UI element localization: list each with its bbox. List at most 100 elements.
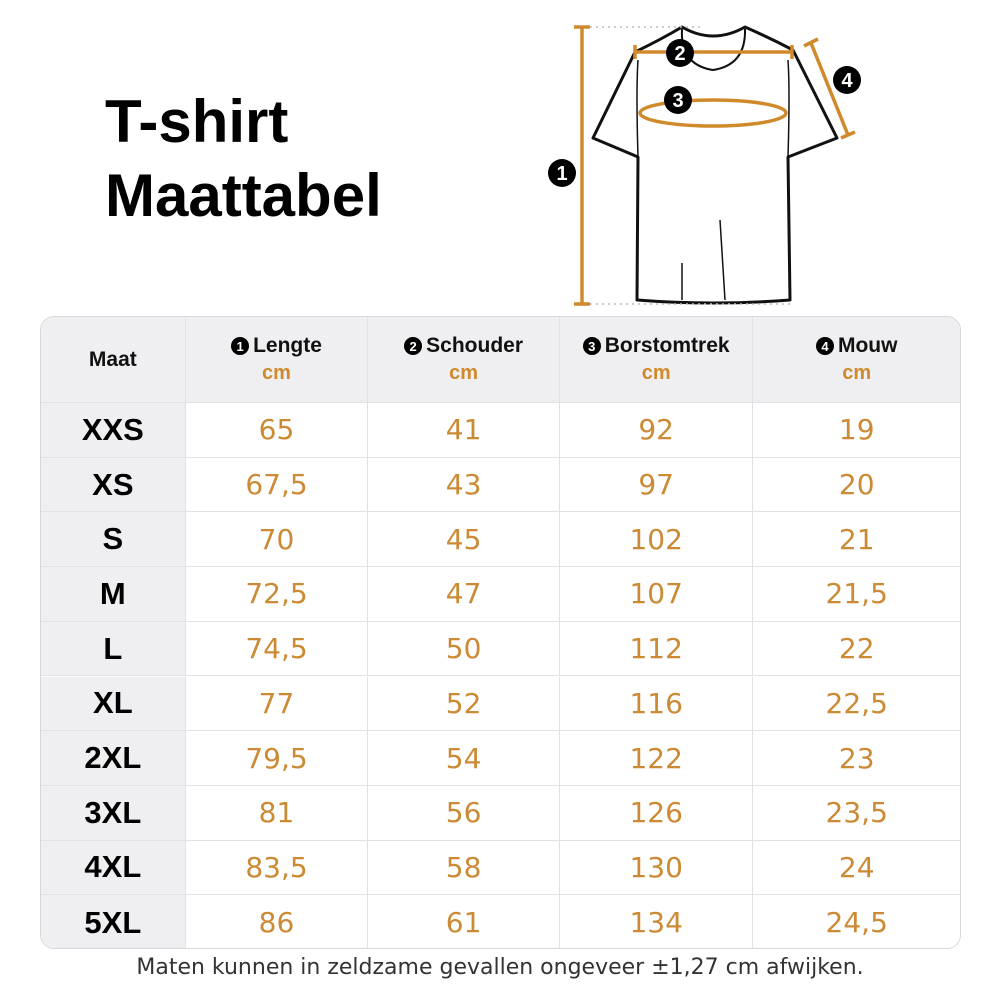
value-cell: 107: [560, 567, 754, 621]
value-cell: 126: [560, 785, 754, 840]
tshirt-outline-icon: [591, 25, 839, 305]
value-cell: 45: [368, 512, 560, 567]
value-cell: 43: [368, 457, 560, 512]
measurement-value: 102: [629, 522, 683, 556]
measurement-value: 21: [838, 522, 875, 556]
measurement-value: 97: [638, 468, 674, 502]
measurement-value: 45: [445, 522, 482, 556]
size-label: 5XL: [84, 904, 142, 940]
measurement-value: 122: [629, 741, 683, 775]
size-cell: 4XL: [41, 840, 186, 895]
value-cell: 23,5: [753, 786, 960, 840]
marker-3-icon: 3: [664, 86, 692, 114]
measurement-value: 116: [629, 686, 683, 720]
size-table: Maat 1 Lengte cm 2 Schouder cm 3 Borstomtrek c…: [40, 316, 961, 949]
value-cell: 102: [560, 512, 754, 567]
header-unit: cm: [262, 362, 291, 384]
measurement-value: 83,5: [245, 850, 308, 884]
measurement-value: 21,5: [825, 577, 888, 611]
measurement-value: 81: [258, 796, 295, 830]
header-mouw: 4 Mouw cm: [753, 317, 960, 402]
value-cell: 24: [753, 841, 960, 895]
value-cell: 112: [560, 621, 754, 676]
value-cell: 22: [753, 622, 960, 676]
value-cell: 41: [368, 403, 560, 457]
value-cell: 79,5: [186, 731, 369, 785]
size-label: XL: [93, 685, 133, 721]
marker-1-icon: 1: [231, 337, 250, 355]
marker-4-icon: 4: [815, 337, 834, 355]
measurement-value: 58: [445, 850, 482, 884]
table-row: 4XL 83,5 58 130 24: [41, 840, 960, 896]
measurement-value: 43: [445, 468, 482, 502]
measurement-value: 22: [838, 632, 875, 666]
measurement-value: 65: [258, 413, 295, 447]
size-cell: L: [41, 621, 186, 676]
size-cell: S: [41, 512, 186, 567]
value-cell: 23: [753, 731, 960, 785]
measurement-value: 24: [838, 850, 875, 884]
value-cell: 77: [186, 676, 369, 731]
marker-3-icon: 3: [582, 337, 601, 355]
value-cell: 134: [560, 895, 754, 948]
value-cell: 86: [186, 895, 369, 948]
value-cell: 81: [186, 785, 369, 840]
table-row: 3XL 81 56 126 23,5: [41, 785, 960, 841]
value-cell: 61: [368, 895, 560, 948]
measurement-value: 77: [258, 686, 295, 720]
svg-text:3: 3: [672, 90, 683, 112]
tshirt-measurement-diagram: 1 2 3 4: [548, 25, 861, 306]
value-cell: 56: [368, 785, 560, 840]
measurement-value: 112: [629, 632, 683, 666]
measurement-value: 56: [445, 796, 482, 830]
value-cell: 19: [753, 403, 960, 457]
svg-text:4: 4: [841, 70, 853, 92]
value-cell: 70: [186, 512, 369, 567]
size-cell: 2XL: [41, 731, 186, 785]
table-row: XXS 65 41 92 19: [41, 403, 960, 458]
value-cell: 54: [368, 731, 560, 785]
value-cell: 92: [560, 403, 754, 457]
value-cell: 22,5: [753, 677, 960, 731]
header-unit: cm: [842, 362, 872, 384]
value-cell: 58: [368, 840, 560, 895]
header-schouder: 2 Schouder cm: [368, 317, 560, 402]
measurement-value: 92: [638, 413, 674, 447]
measurement-value: 67,5: [245, 468, 308, 502]
value-cell: 97: [560, 457, 754, 512]
size-cell: XL: [41, 676, 186, 731]
size-label: M: [99, 575, 126, 611]
header-borstomtrek: 3 Borstomtrek cm: [560, 317, 754, 402]
size-label: S: [102, 521, 124, 557]
value-cell: 52: [368, 676, 560, 731]
measurement-value: 61: [445, 906, 482, 940]
measurement-value: 54: [445, 741, 482, 775]
table-row: M 72,5 47 107 21,5: [41, 567, 960, 622]
value-cell: 74,5: [186, 621, 369, 676]
page-title: T-shirt Maattabel: [105, 85, 382, 233]
header-label: Maat: [88, 347, 137, 371]
table-row: S 70 45 102 21: [41, 512, 960, 568]
footnote: Maten kunnen in zeldzame gevallen ongeve…: [136, 955, 864, 980]
title-line-2: Maattabel: [105, 162, 382, 229]
marker-1-icon: 1: [548, 159, 576, 187]
size-label: XS: [92, 466, 134, 502]
table-row: XS 67,5 43 97 20: [41, 457, 960, 513]
value-cell: 47: [368, 567, 560, 621]
header-label: Lengte: [253, 334, 322, 357]
value-cell: 116: [560, 676, 754, 731]
measurement-value: 86: [258, 906, 295, 940]
value-cell: 65: [186, 403, 369, 457]
marker-2-icon: 2: [404, 337, 423, 355]
measurement-value: 22,5: [825, 686, 888, 720]
value-cell: 83,5: [186, 840, 369, 895]
measurement-value: 130: [629, 850, 683, 884]
value-cell: 20: [753, 458, 960, 512]
measurement-value: 23,5: [825, 796, 888, 830]
value-cell: 72,5: [186, 567, 369, 621]
value-cell: 122: [560, 731, 754, 785]
measurement-value: 47: [445, 577, 482, 611]
svg-text:2: 2: [674, 43, 685, 65]
size-label: 4XL: [84, 849, 142, 885]
size-label: 2XL: [84, 740, 142, 776]
